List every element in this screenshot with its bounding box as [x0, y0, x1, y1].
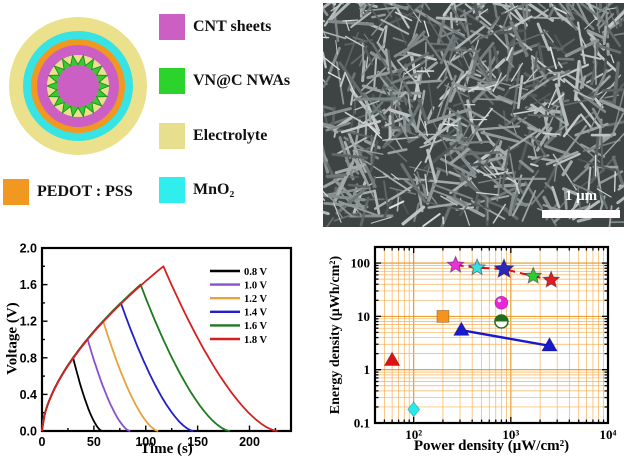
gcd-x-tick-label: 150: [187, 435, 208, 449]
gcd-y-tick-label: 1.2: [20, 315, 37, 329]
diamond-marker: [407, 401, 421, 418]
ragone-y-axis-title: Energy density (μWh/cm²): [328, 255, 343, 415]
ragone-line-blue-triangle-series: [461, 329, 550, 347]
gcd-tick-labels: 0 50 100 150 200 0.0 0.4 0.8 1.2 1.6 2.0: [20, 242, 260, 450]
electrolyte-swatch: [159, 123, 185, 149]
legend-row-pedot-pss: PEDOT : PSS: [3, 179, 133, 205]
gcd-legend-label: 1.2 V: [244, 294, 268, 305]
ragone-chart-panel: 10² 10³ 10⁴ 0.1 1 10 100: [313, 231, 626, 463]
mno2-swatch: [159, 177, 185, 203]
gcd-curve-1.6V: [41, 283, 230, 432]
star-marker: [523, 266, 543, 284]
coaxial-fiber-schematic-panel: CNT sheets VN@C NWAs Electrolyte MnO₂ PE…: [0, 0, 313, 231]
vnc-nwas-label: VN@C NWAs: [193, 72, 291, 89]
sem-scalebar: [542, 210, 620, 218]
gcd-y-tick-label: 0.4: [20, 388, 37, 402]
ragone-x-tick-label: 10⁴: [600, 427, 617, 442]
ragone-x-tick-label: 10²: [405, 427, 422, 442]
gcd-y-tick-label: 2.0: [20, 242, 37, 256]
ragone-chart: 10² 10³ 10⁴ 0.1 1 10 100: [351, 245, 617, 442]
vnc-nwas-swatch: [159, 68, 185, 94]
triangle-marker: [541, 336, 558, 352]
star-marker: [446, 255, 465, 273]
star-marker: [493, 257, 515, 279]
legend-row-mno2: MnO₂: [159, 177, 234, 203]
gcd-legend-label: 1.4 V: [244, 308, 268, 319]
gcd-chart-panel: 0 50 100 150 200 0.0 0.4 0.8 1.2 1.6 2.0 0.8 V 1.0 V…: [0, 231, 313, 463]
cnt-sheets-label: CNT sheets: [193, 18, 272, 35]
ragone-series: [383, 255, 561, 418]
cnt-core: [57, 65, 99, 107]
gcd-chart: 0 50 100 150 200 0.0 0.4 0.8 1.2 1.6 2.0 0.8 V 1.0 V…: [20, 242, 293, 450]
gcd-legend-label: 1.6 V: [244, 321, 268, 332]
gcd-curves: [41, 265, 278, 432]
legend-row-vnc-nwas: VN@C NWAs: [159, 68, 290, 94]
legend-row-cnt-sheets: CNT sheets: [159, 14, 271, 40]
triangle-marker: [383, 351, 401, 366]
legend-row-electrolyte: Electrolyte: [159, 123, 267, 149]
gcd-y-tick-label: 0.8: [20, 351, 37, 365]
sem-scalebar-label: 1 μm: [564, 188, 598, 204]
ragone-x-axis-title: Power density (μW/cm²): [413, 438, 570, 454]
gcd-legend-label: 0.8 V: [244, 267, 268, 278]
pedot-pss-label: PEDOT : PSS: [37, 183, 133, 200]
star-marker: [467, 257, 487, 276]
ragone-tick-labels: 10² 10³ 10⁴ 0.1 1 10 100: [351, 256, 617, 442]
half-circle-marker-top: [494, 315, 508, 322]
gcd-legend: 0.8 V 1.0 V 1.2 V 1.4 V 1.6 V 1.8 V: [210, 267, 268, 346]
gcd-x-tick-label: 200: [239, 435, 260, 449]
gcd-y-tick-label: 0.0: [20, 425, 37, 439]
ragone-y-tick-label: 100: [351, 256, 371, 271]
gcd-curve-1.4V: [41, 302, 194, 432]
ragone-line-this-work-stars: [455, 264, 552, 281]
square-marker: [436, 309, 450, 323]
gcd-x-tick-label: 100: [135, 435, 156, 449]
sem-nanowires: [323, 3, 624, 227]
ragone-frame: [373, 245, 610, 425]
ragone-y-tick-label: 1: [364, 362, 371, 377]
ragone-y-tick-label: 10: [357, 309, 370, 324]
cnt-sheets-swatch: [159, 14, 185, 40]
circle-marker: [494, 295, 509, 310]
gcd-curve-1.8V: [41, 265, 278, 432]
triangle-marker: [453, 321, 470, 336]
gcd-frame: [40, 246, 293, 433]
gcd-x-tick-label: 50: [87, 435, 101, 449]
gcd-legend-label: 1.0 V: [244, 280, 268, 291]
sem-micrograph-panel: 1 μm: [323, 3, 624, 227]
ragone-x-tick-label: 10³: [502, 427, 519, 442]
sem-nanowire-texture: [323, 3, 624, 227]
gcd-y-axis-title: Voltage (V): [4, 302, 21, 375]
gcd-x-axis-title: Time (s): [140, 441, 193, 457]
coaxial-fiber-diagram: [9, 17, 147, 155]
circle-marker-highlight: [497, 298, 502, 303]
gcd-legend-label: 1.8 V: [244, 335, 268, 346]
gcd-x-tick-label: 0: [39, 435, 46, 449]
ragone-y-tick-label: 0.1: [354, 416, 370, 431]
pedot-pss-swatch: [3, 179, 29, 205]
gcd-y-tick-label: 1.6: [20, 278, 37, 292]
electrolyte-label: Electrolyte: [193, 127, 268, 144]
star-marker: [541, 270, 561, 288]
mno2-label: MnO₂: [193, 181, 235, 198]
